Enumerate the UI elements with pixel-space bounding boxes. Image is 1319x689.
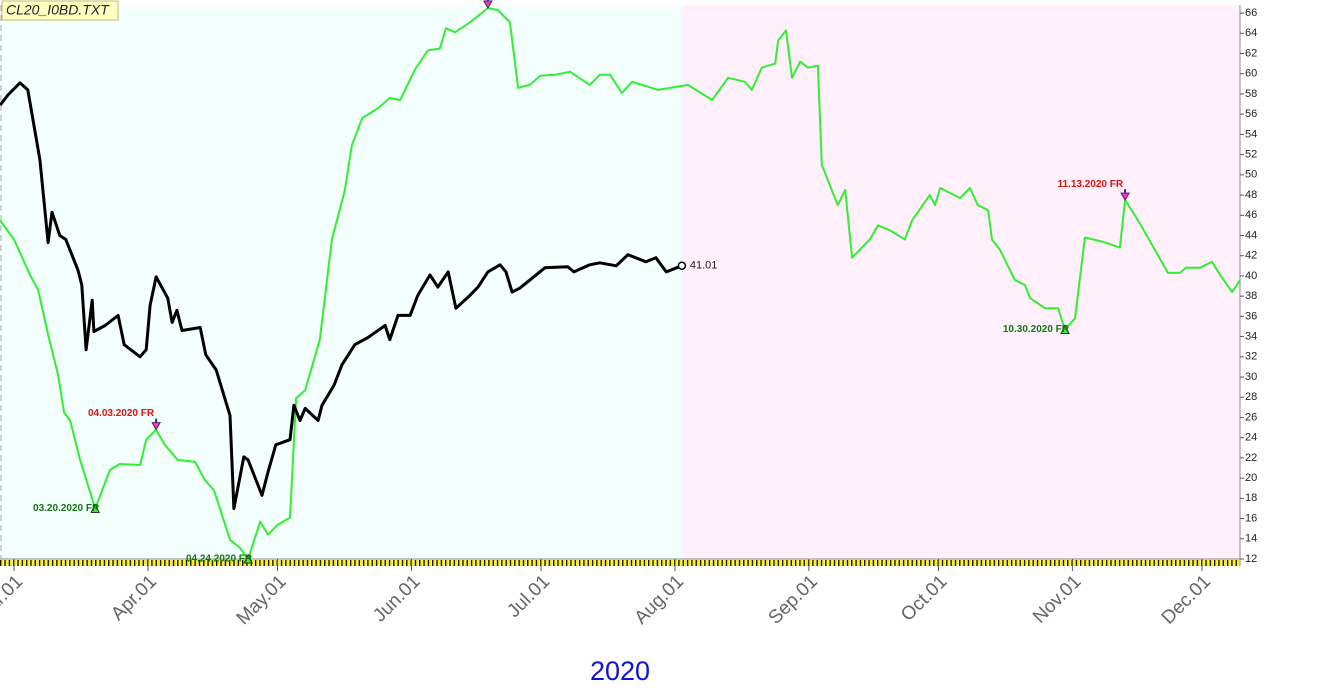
- minor-ticks: [0, 559, 1240, 566]
- annotation-marker: [1060, 324, 1070, 335]
- y-tick-label: 14: [1245, 533, 1257, 545]
- series-line: [0, 81, 683, 510]
- annotation-marker: [90, 503, 101, 513]
- y-tick-label: 52: [1245, 149, 1257, 161]
- annotation-marker: [483, 0, 493, 10]
- y-tick-label: 34: [1245, 330, 1257, 342]
- x-tick-label: Sep.01: [765, 571, 822, 628]
- annotation-label: 04.03.2020 FR: [88, 408, 155, 419]
- y-tick-label: 54: [1245, 128, 1257, 140]
- y-tick-label: 26: [1245, 411, 1257, 423]
- annotation-label: 04.24.2020 FR: [186, 554, 253, 565]
- y-tick-label: 24: [1245, 432, 1257, 444]
- x-tick-label: Oct.01: [897, 571, 951, 625]
- x-tick-label: Aug.01: [631, 571, 688, 628]
- y-tick-label: 32: [1245, 351, 1257, 363]
- annotation-marker: [243, 553, 253, 564]
- x-tick-label: Dec.01: [1158, 571, 1215, 628]
- y-tick-label: 44: [1245, 229, 1257, 241]
- background: [0, 5, 1240, 559]
- y-tick-label: 12: [1245, 553, 1257, 565]
- y-tick-label: 30: [1245, 371, 1257, 383]
- y-tick-label: 58: [1245, 88, 1257, 100]
- y-tick-label: 16: [1245, 512, 1257, 524]
- y-tick-label: 56: [1245, 108, 1257, 120]
- y-tick-label: 62: [1245, 47, 1257, 59]
- history-region: [0, 5, 682, 559]
- chart-title: CL20_I0BD.TXT: [6, 2, 110, 18]
- y-tick-label: 18: [1245, 492, 1257, 504]
- y-tick-label: 48: [1245, 189, 1257, 201]
- y-tick-label: 66: [1245, 7, 1257, 19]
- y-tick-label: 60: [1245, 68, 1257, 80]
- last-point: [677, 261, 687, 270]
- series-line: [0, 7, 1241, 560]
- y-tick-label: 38: [1245, 290, 1257, 302]
- y-tick-label: 22: [1245, 452, 1257, 464]
- annotation-label: 10.30.2020 FR: [1003, 324, 1070, 335]
- x-tick-label: Mar.01: [0, 571, 27, 627]
- y-tick-label: 64: [1245, 27, 1257, 39]
- x-axis-label: 2020: [590, 656, 650, 686]
- title-box: [1, 0, 119, 21]
- annotation-marker: [1120, 192, 1130, 202]
- x-tick-label: Jul.01: [503, 571, 554, 622]
- x-tick-label: May.01: [233, 571, 291, 629]
- y-tick-label: 36: [1245, 310, 1257, 322]
- y-tick-label: 50: [1245, 169, 1257, 181]
- x-tick-label: Nov.01: [1029, 571, 1085, 627]
- y-tick-label: 42: [1245, 250, 1257, 262]
- x-tick-label: Apr.01: [107, 571, 161, 625]
- y-tick-label: 46: [1245, 209, 1257, 221]
- x-tick-label: Jun.01: [369, 571, 424, 626]
- y-tick-label: 40: [1245, 270, 1257, 282]
- y-tick-label: 20: [1245, 472, 1257, 484]
- annotation-label: 03.20.2020 FR: [33, 503, 100, 514]
- last-value-label: 41.01: [690, 260, 718, 272]
- y-tick-label: 28: [1245, 391, 1257, 403]
- annotation-label: 11.13.2020 FR: [1057, 179, 1123, 190]
- forecast-region: [681, 5, 1240, 559]
- annotation-marker: [151, 422, 161, 431]
